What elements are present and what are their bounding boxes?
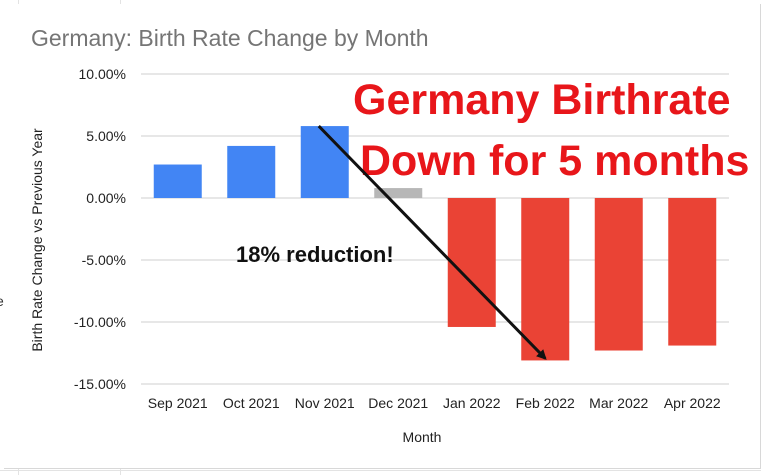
trend-arrow: [317, 125, 547, 360]
bar: [521, 198, 570, 361]
x-tick-label: Nov 2021: [295, 395, 355, 411]
x-tick-label: Apr 2022: [664, 395, 721, 411]
y-tick-label: -10.00%: [74, 314, 126, 330]
y-tick-label: 0.00%: [86, 190, 126, 206]
y-tick-label: 5.00%: [86, 128, 126, 144]
x-axis-title: Month: [403, 429, 442, 445]
bar: [153, 164, 202, 198]
x-tick-label: Feb 2022: [516, 395, 575, 411]
reduction-annotation: 18% reduction!: [236, 242, 394, 267]
y-tick-label: -15.00%: [74, 376, 126, 392]
chart-title: Germany: Birth Rate Change by Month: [31, 25, 429, 51]
x-tick-label: Jan 2022: [443, 395, 501, 411]
x-tick-label: Sep 2021: [148, 395, 208, 411]
cut-off-glyph: e: [0, 293, 4, 309]
bar: [227, 145, 276, 198]
y-axis-ticks: 10.00% 5.00% 0.00% -5.00% -10.00% -15.00%: [74, 66, 126, 392]
x-tick-label: Mar 2022: [589, 395, 648, 411]
bar: [594, 198, 643, 351]
cut-off-glyph-text: e: [0, 293, 4, 309]
x-tick-label: Dec 2021: [368, 395, 428, 411]
headline-line-1: Germany Birthrate: [353, 76, 731, 124]
bar: [447, 198, 496, 327]
x-tick-label: Oct 2021: [223, 395, 280, 411]
bar: [300, 126, 349, 198]
y-tick-label: 10.00%: [79, 66, 126, 82]
bar-chart: Germany: Birth Rate Change by Month 10.0…: [29, 25, 749, 445]
x-axis-ticks: Sep 2021 Oct 2021 Nov 2021 Dec 2021 Jan 2022…: [148, 395, 721, 411]
y-tick-label: -5.00%: [82, 252, 126, 268]
bar: [374, 188, 423, 198]
y-axis-title: Birth Rate Change vs Previous Year: [29, 128, 45, 352]
bars: [153, 126, 717, 361]
chart-container: Germany: Birth Rate Change by Month 10.0…: [4, 4, 761, 469]
bar: [668, 198, 717, 346]
headline-line-2: Down for 5 months: [360, 137, 749, 185]
